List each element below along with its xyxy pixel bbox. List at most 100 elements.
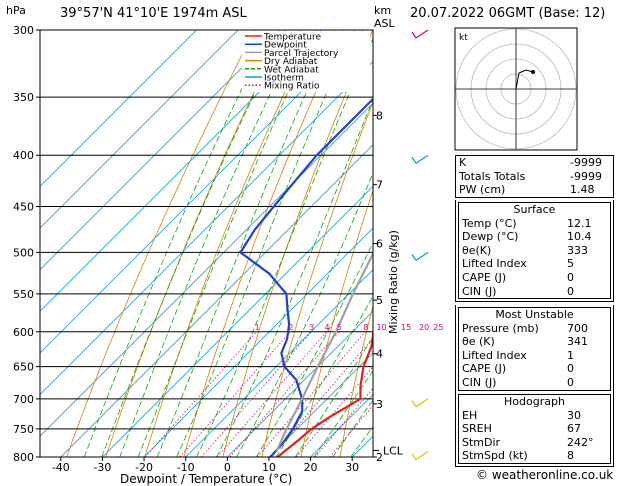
surface-label: Temp (°C) (462, 216, 517, 230)
wind-barb-icon (415, 251, 429, 261)
most-unstable-value: 1 (567, 348, 574, 362)
x-tick-label: -10 (177, 461, 195, 474)
km-tick-label: 3 (376, 398, 383, 411)
pressure-tick-label: 750 (13, 423, 34, 436)
mixing-ratio-line (229, 331, 340, 457)
legend-entry-label: Wet Adiabat (264, 65, 319, 75)
surface-row: Lifted Index 5 (459, 257, 610, 271)
hodograph-row: SREH 67 (459, 422, 610, 436)
most-unstable-label: θe (K) (462, 335, 495, 349)
lcl-label: LCL (383, 444, 404, 457)
most-unstable-label: CAPE (J) (462, 362, 507, 376)
index-label: Totals Totals (459, 169, 526, 183)
index-row: K -9999 (456, 156, 613, 170)
wet-adiabat-line (101, 30, 286, 457)
x-tick-label: 0 (224, 461, 231, 474)
asl-label: ASL (374, 17, 396, 30)
pressure-tick-label: 700 (13, 393, 34, 406)
pressure-tick-label: 400 (13, 149, 34, 162)
wet-adiabat-line (196, 37, 373, 457)
series-dewpoint-line (239, 97, 373, 457)
series-parcel-trajectory-line (275, 251, 373, 452)
wind-barb-icon (415, 154, 429, 164)
most-unstable-panel: Most Unstable Pressure (mb) 700 θe (K) 341 L… (455, 305, 614, 394)
dry-adiabat-line (300, 189, 373, 457)
date-title: 20.07.2022 06GMT (Base: 12) (410, 6, 606, 21)
isotherm-line (40, 60, 373, 396)
mixing-ratio-label: 3 (309, 323, 314, 332)
pressure-tick-label: 300 (13, 24, 34, 37)
x-tick-label: 30 (345, 461, 359, 474)
wet-adiabat-line (294, 336, 373, 457)
most-unstable-title: Most Unstable (495, 308, 574, 321)
isotherm-line (185, 269, 373, 457)
isotherm-line (268, 352, 373, 457)
surface-label: CIN (J) (462, 284, 497, 298)
wet-adiabat-line (275, 295, 373, 457)
mixing-ratio-line (314, 387, 373, 457)
most-unstable-row: Lifted Index 1 (459, 349, 610, 363)
hodograph-label: EH (462, 408, 478, 422)
mixing-ratio-label: 25 (433, 323, 443, 332)
mixing-ratio-label: 4 (324, 323, 329, 332)
legend-entry-label: Mixing Ratio (264, 82, 320, 92)
wind-barb-flag (411, 453, 417, 460)
surface-row: CAPE (J) 0 (459, 271, 610, 285)
index-row: Totals Totals -9999 (456, 170, 613, 184)
profile-series (239, 97, 373, 457)
hodograph-value: 30 (567, 408, 581, 422)
km-tick-label: 6 (376, 238, 383, 251)
x-tick-label: -20 (135, 461, 153, 474)
pressure-tick-label: 650 (13, 361, 34, 374)
surface-row: Temp (°C) 12.1 (459, 217, 610, 231)
wind-barbs (411, 29, 429, 461)
surface-row: CIN (J) 0 (459, 285, 610, 299)
indices-panel: K -9999 Totals Totals -9999 PW (cm) 1.48 (455, 155, 614, 198)
hodograph-value: 8 (567, 449, 574, 463)
most-unstable-value: 0 (567, 375, 574, 389)
hodograph-title: Hodograph (504, 395, 565, 408)
pressure-tick-label: 800 (13, 451, 34, 464)
wind-barb-flag (411, 400, 417, 408)
index-label: PW (cm) (459, 183, 506, 197)
isotherm-line (143, 227, 373, 457)
isotherm-line (40, 30, 197, 188)
index-label: K (459, 156, 467, 169)
x-tick-label: 10 (262, 461, 276, 474)
x-tick-label: -30 (93, 461, 111, 474)
surface-row: Dewp (°C) 10.4 (459, 230, 610, 244)
km-tick-label: 7 (376, 179, 383, 192)
km-tick-label: 8 (376, 109, 383, 122)
pressure-tick-label: 600 (13, 326, 34, 339)
right-axis-title: Mixing Ratio (g/kg) (387, 230, 400, 334)
legend-entry-label: Dewpoint (264, 41, 307, 51)
dry-adiabat-line (613, 30, 629, 457)
x-tick-label: 20 (304, 461, 318, 474)
wet-adiabat-line (119, 30, 302, 457)
hodograph-label: StmDir (462, 435, 501, 449)
most-unstable-row: θe (K) 341 (459, 335, 610, 349)
wet-adiabat-line (256, 241, 373, 457)
legend-entry-label: Parcel Trajectory (264, 49, 339, 59)
km-tick-label: 2 (376, 451, 383, 464)
plot-frame (39, 29, 374, 458)
pressure-tick-label: 350 (13, 91, 34, 104)
mixing-ratio-label: 1 (255, 323, 260, 332)
surface-value: 0 (567, 284, 574, 298)
most-unstable-label: Lifted Index (462, 348, 527, 362)
mixing-ratio-label: 2 (288, 323, 293, 332)
legend-entry-label: Isotherm (264, 74, 304, 84)
mixing-ratio-labels: 1 2 3 4 5 8 10 15 20 25 (255, 323, 444, 332)
surface-row: θe(K) 333 (459, 244, 610, 258)
wind-barb-flag (411, 156, 417, 164)
km-tick-label: 5 (376, 294, 383, 307)
most-unstable-value: 0 (567, 362, 574, 376)
isotherm-line (40, 30, 280, 271)
surface-label: Lifted Index (462, 257, 527, 271)
mixing-ratio-label: 20 (419, 323, 429, 332)
hodograph-row: StmSpd (kt) 8 (459, 449, 610, 463)
surface-value: 333 (567, 243, 588, 257)
legend-entry-label: Temperature (263, 33, 321, 43)
hodograph-value: 242° (567, 435, 594, 449)
